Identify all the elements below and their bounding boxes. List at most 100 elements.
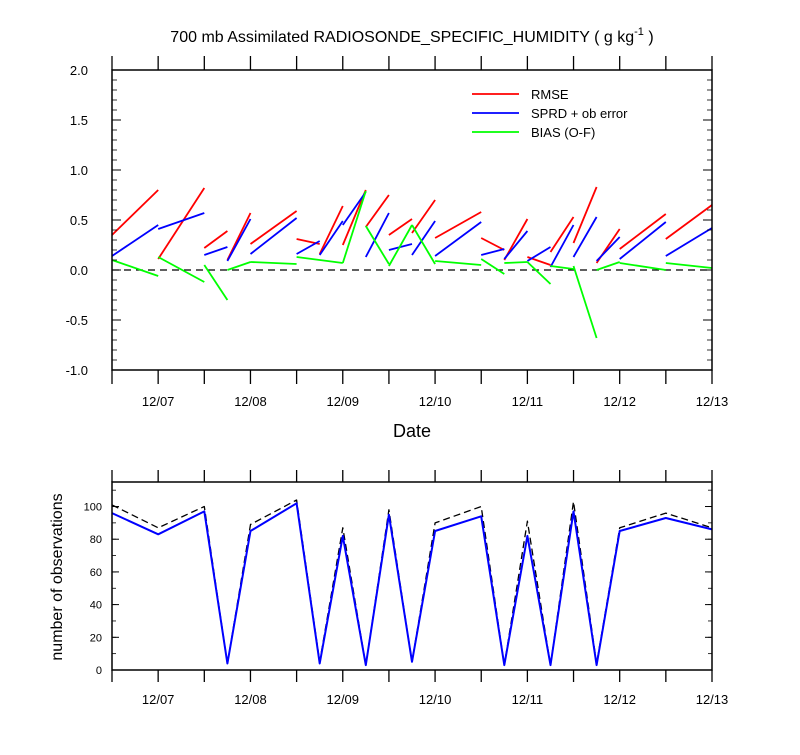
series-segment [204,246,228,256]
series-segment [665,204,713,240]
series-segment [157,212,205,230]
series-segment [549,216,575,253]
series-segment [226,218,252,262]
legend-label: BIAS (O-F) [531,125,595,140]
y-tick-label: 20 [90,632,102,644]
series-segment [203,264,229,301]
x-tick-label: 12/08 [234,394,267,409]
series-sprd-ob-error [111,191,713,268]
y-tick-label: 2.0 [70,63,88,78]
x-tick-label: 12/12 [603,394,636,409]
y-tick-label: 1.5 [70,113,88,128]
bottom-plot-frame [111,481,713,671]
y-tick-label: -1.0 [66,363,88,378]
x-tick-label: 12/11 [512,394,544,409]
top-chart-title: 700 mb Assimilated RADIOSONDE_SPECIFIC_H… [170,26,653,46]
series-segment [342,191,367,226]
y-tick-label: 100 [84,502,102,514]
series-segment [365,194,390,228]
series-segment [249,217,298,255]
series-segment [435,260,482,266]
series-bias-o-f [111,190,713,339]
series-segment [434,211,482,239]
series-possible [111,499,713,666]
top-chart-title-main: 700 mb Assimilated RADIOSONDE_SPECIFIC_H… [170,29,634,46]
series-segment [503,230,529,260]
x-tick-label: 12/13 [696,692,729,707]
series-segment [619,213,667,250]
series-segment [411,220,436,256]
bottom-y-axis-label: number of observations [49,493,66,660]
series-segment [341,189,367,246]
series-segment [572,186,598,244]
y-tick-label: 60 [90,567,102,579]
y-tick-label: 0.0 [70,263,88,278]
series-segment [111,259,159,277]
series-segment [227,261,251,271]
series-segment [341,190,367,264]
top-chart-title-exponent: -1 [634,26,644,38]
series-segment [411,224,436,265]
x-tick-label: 12/10 [419,692,452,707]
series-segment [388,218,413,236]
series-segment [619,221,667,260]
series-segment [365,225,390,265]
top-x-axis-label: Date [393,421,431,441]
series-segment [550,265,574,270]
series-segment [296,240,321,255]
series-segment [111,189,159,236]
x-tick-label: 12/13 [696,394,729,409]
series-segment [526,246,551,262]
series-segment [526,261,552,285]
top-axes: -1.0 -0.5 0.0 0.5 1.0 1.5 2.0 12/07 12/08 12/09 12… [66,56,729,409]
series-segment [411,199,436,234]
series-segment [504,261,528,264]
y-tick-label: 0.5 [70,213,88,228]
y-tick-label: 40 [90,600,102,612]
series-segment [480,248,505,256]
series-segment [250,261,297,265]
top-chart-title-end: ) [644,29,654,46]
bottom-axes: 0 20 40 60 80 100 12/07 12/08 12/09 12/10 12/11 12/… [84,470,729,707]
x-tick-label: 12/09 [326,394,359,409]
series-segment [203,230,228,249]
series-segment [665,262,713,269]
series-segment [480,237,505,251]
series-assimilated [111,502,713,667]
series-segment [365,212,390,258]
series-segment [318,205,344,255]
x-tick-label: 12/10 [419,394,452,409]
legend-label: SPRD + ob error [531,106,628,121]
series-segment [480,258,505,275]
series-segment [572,265,598,339]
series-segment [619,262,666,271]
series-segment [549,224,575,268]
y-tick-label: 80 [90,534,102,546]
series-segment [572,216,598,258]
series-segment [388,224,413,267]
series-segment [157,256,205,283]
y-tick-label: 0 [96,665,102,677]
x-tick-label: 12/08 [234,692,267,707]
series-segment [434,221,482,257]
series-segment [665,227,713,257]
series-segment [157,187,206,260]
series-segment [296,256,343,264]
legend-label: RMSE [531,87,569,102]
series-segment [318,220,344,256]
series-segment [596,261,620,271]
y-tick-label: -0.5 [66,313,88,328]
x-tick-label: 12/09 [326,692,359,707]
x-tick-label: 12/07 [142,394,175,409]
series-segment [111,224,159,257]
legend: RMSE SPRD + ob error BIAS (O-F) [472,87,628,140]
x-tick-label: 12/12 [603,692,636,707]
series-segment [595,236,621,262]
x-tick-label: 12/07 [142,692,175,707]
bottom-series-group [111,499,713,667]
x-tick-label: 12/11 [512,692,544,707]
top-series-group [111,186,713,339]
y-tick-label: 1.0 [70,163,88,178]
series-segment [249,210,298,245]
